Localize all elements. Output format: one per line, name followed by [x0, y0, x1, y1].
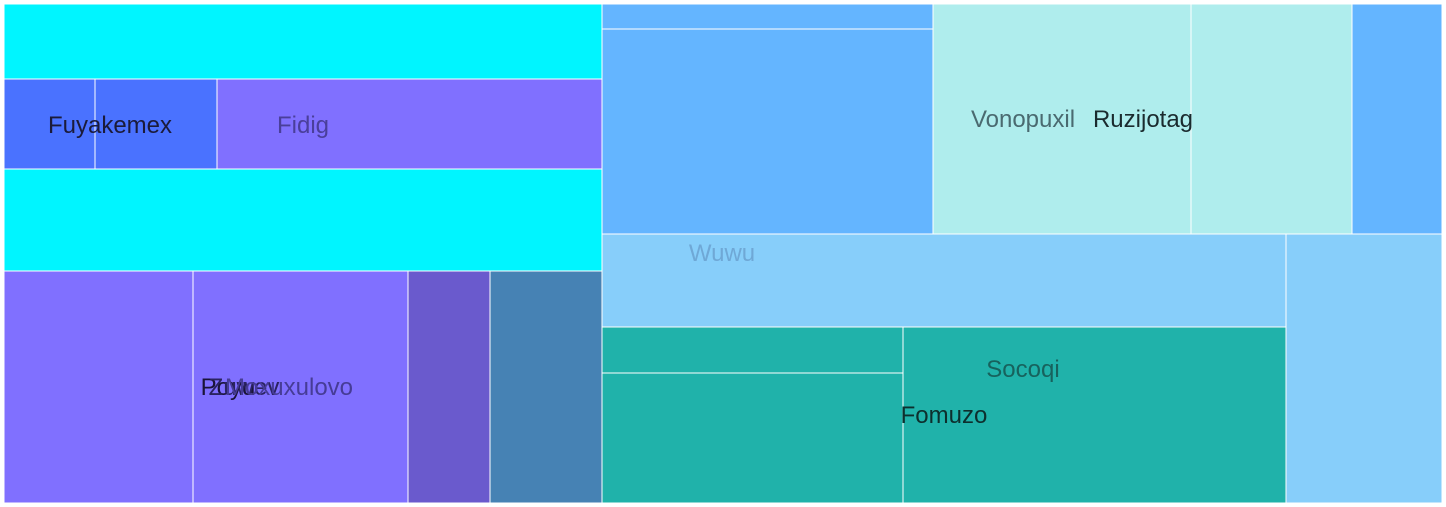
treemap-cell	[601, 28, 934, 235]
treemap-cell-label: Ruzijotag	[1093, 106, 1193, 133]
treemap-cell	[601, 233, 1287, 328]
treemap-cell	[1190, 3, 1353, 235]
treemap-cell-label: Fidig	[277, 112, 329, 139]
treemap-cell-label: Moxuxulovo	[225, 374, 353, 401]
treemap-cell	[3, 78, 96, 170]
treemap-cell	[1351, 3, 1443, 235]
treemap-cells	[3, 3, 1443, 504]
treemap-cell-label: Poyu	[201, 374, 256, 401]
treemap-cell-label: Socoqi	[986, 356, 1059, 383]
treemap-cell	[3, 270, 194, 504]
treemap-cell	[489, 270, 603, 504]
treemap-cell	[94, 78, 218, 170]
treemap-cell	[601, 326, 904, 374]
treemap-cell	[601, 3, 934, 30]
treemap-cell	[216, 78, 603, 170]
treemap-cell	[407, 270, 491, 504]
treemap-cell-label: Wuwu	[689, 240, 755, 267]
treemap-cell	[902, 326, 1287, 504]
treemap-cell	[601, 372, 904, 504]
treemap-cell-label: Zuwev	[209, 374, 280, 401]
treemap-cell-label: Fomuzo	[901, 402, 988, 429]
treemap-cell	[3, 168, 603, 272]
treemap-cell	[3, 3, 603, 80]
treemap-cell	[192, 270, 409, 504]
treemap-cell	[932, 3, 1192, 235]
treemap-cell-label: Fuyakemex	[48, 112, 172, 139]
treemap-cell-label: Vonopuxil	[971, 106, 1075, 133]
treemap-cell	[1285, 233, 1443, 504]
